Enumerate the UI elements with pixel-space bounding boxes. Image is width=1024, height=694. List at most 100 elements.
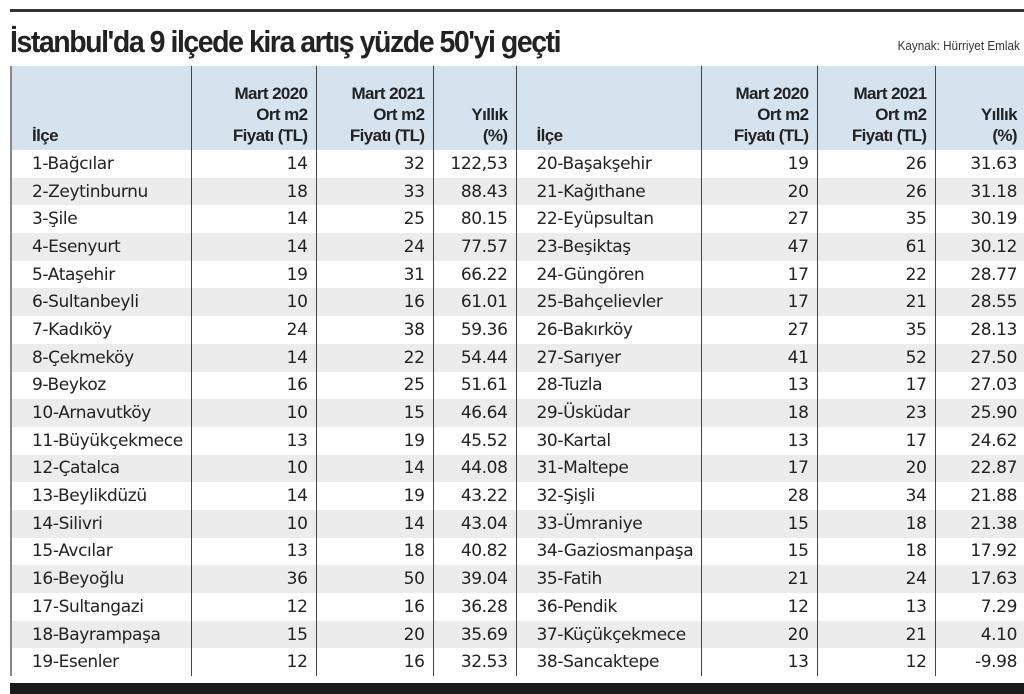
mart2021-price-right: 13 [816,593,935,621]
mart2020-price-right: 15 [700,509,817,538]
mart2020-price-right: 13 [700,426,817,455]
mart2021-price-right: 52 [816,343,935,372]
mart2021-price-left: 25 [315,371,433,400]
yearly-change-right: 30.19 [934,205,1024,234]
district-name-right: 38-Sancaktepe [515,648,701,677]
mart2021-price-right: 24 [816,565,935,593]
mart2020-price-right: 18 [700,399,817,427]
yearly-change-right: 31.18 [934,177,1024,206]
yearly-change-left: 66.22 [432,260,516,289]
mart2021-price-left: 24 [315,233,433,261]
mart2021-price-left: 20 [315,620,433,649]
mart2021-price-right: 21 [816,288,935,317]
district-name-right: 33-Ümraniye [515,509,701,538]
mart2020-price-right: 47 [700,233,817,261]
district-name-left: 4-Esenyurt [10,233,191,261]
mart2020-price-left: 10 [190,288,316,317]
mart2020-price-left: 24 [190,316,316,344]
yearly-change-right: 4.10 [934,620,1024,649]
district-name-right: 31-Maltepe [515,454,701,483]
mart2021-price-right: 17 [816,371,935,400]
mart2021-price-left: 19 [315,482,433,510]
mart2020-price-left: 12 [190,648,316,677]
table-body: 1-Bağcılar 14 32 122,53 20-Başakşehir 19 26 31.… [10,150,1024,677]
yearly-change-right: 27.03 [934,371,1024,400]
yearly-change-right: 28.77 [934,260,1024,289]
table-row: 15-Avcılar 13 18 40.82 34-Gaziosmanpaşa 15 18 1… [10,537,1024,566]
district-name-left: 19-Esenler [10,648,191,677]
mart2020-price-right: 17 [700,288,817,317]
mart2021-price-right: 61 [816,233,935,261]
mart2020-price-right: 19 [700,150,817,178]
mart2021-price-left: 31 [315,260,433,289]
district-name-right: 36-Pendik [515,593,701,621]
table-row: 17-Sultangazi 12 16 36.28 36-Pendik 12 13 7.29 [10,593,1024,621]
district-name-left: 2-Zeytinburnu [10,177,191,206]
mart2020-price-left: 12 [190,593,316,621]
yearly-change-left: 44.08 [432,454,516,483]
mart2021-price-left: 18 [315,537,433,566]
mart2020-price-right: 41 [700,343,817,372]
header-mart2021-right: Mart 2021 Ort m2 Fiyatı (TL) [816,66,935,150]
mart2021-price-right: 23 [816,399,935,427]
mart2021-price-left: 16 [315,648,433,677]
yearly-change-left: 54.44 [432,343,516,372]
mart2021-price-right: 18 [816,537,935,566]
district-name-right: 24-Güngören [515,260,701,289]
district-name-right: 20-Başakşehir [515,150,701,178]
mart2020-price-right: 20 [700,177,817,206]
table-row: 10-Arnavutköy 10 15 46.64 29-Üsküdar 18 23 25.9… [10,399,1024,427]
table-row: 4-Esenyurt 14 24 77.57 23-Beşiktaş 47 61 30.12 [10,233,1024,261]
yearly-change-right: 21.38 [934,509,1024,538]
mart2020-price-left: 18 [190,177,316,206]
yearly-change-left: 122,53 [432,150,516,178]
yearly-change-right: 22.87 [934,454,1024,483]
mart2020-price-left: 14 [190,482,316,510]
yearly-change-right: 25.90 [934,399,1024,427]
yearly-change-left: 59.36 [432,316,516,344]
yearly-change-left: 88.43 [432,177,516,206]
mart2021-price-left: 50 [315,565,433,593]
table-row: 11-Büyükçekmece 13 19 45.52 30-Kartal 13 17 24.… [10,426,1024,455]
table-row: 19-Esenler 12 16 32.53 38-Sancaktepe 13 12 -9.9… [10,648,1024,677]
mart2020-price-left: 14 [190,205,316,234]
mart2020-price-right: 13 [700,371,817,400]
header-yillik-right: Yıllık (%) [934,66,1024,150]
mart2021-price-left: 15 [315,399,433,427]
yearly-change-left: 36.28 [432,593,516,621]
district-name-right: 22-Eyüpsultan [515,205,701,234]
mart2020-price-left: 10 [190,454,316,483]
table-row: 14-Silivri 10 14 43.04 33-Ümraniye 15 18 21.38 [10,509,1024,538]
yearly-change-left: 46.64 [432,399,516,427]
source-credit: Kaynak: Hürriyet Emlak [897,38,1020,53]
yearly-change-right: -9.98 [934,648,1024,677]
mart2021-price-left: 14 [315,509,433,538]
district-name-right: 25-Bahçelievler [515,288,701,317]
header-mart2020-left: Mart 2020 Ort m2 Fiyatı (TL) [190,66,316,150]
mart2021-price-right: 22 [816,260,935,289]
yearly-change-left: 45.52 [432,426,516,455]
mart2021-price-left: 19 [315,426,433,455]
yearly-change-left: 32.53 [432,648,516,677]
mart2021-price-right: 26 [816,150,935,178]
mart2020-price-left: 15 [190,620,316,649]
district-name-left: 13-Beylikdüzü [10,482,191,510]
mart2020-price-right: 12 [700,593,817,621]
mart2020-price-left: 13 [190,537,316,566]
yearly-change-left: 43.04 [432,509,516,538]
yearly-change-right: 17.63 [934,565,1024,593]
yearly-change-right: 17.92 [934,537,1024,566]
mart2020-price-right: 17 [700,454,817,483]
mart2021-price-right: 21 [816,620,935,649]
table-row: 5-Ataşehir 19 31 66.22 24-Güngören 17 22 28.77 [10,260,1024,289]
mart2021-price-left: 32 [315,150,433,178]
mart2021-price-left: 16 [315,288,433,317]
mart2020-price-left: 19 [190,260,316,289]
yearly-change-left: 43.22 [432,482,516,510]
mart2020-price-right: 27 [700,205,817,234]
yearly-change-left: 61.01 [432,288,516,317]
district-name-right: 23-Beşiktaş [515,233,701,261]
yearly-change-right: 31.63 [934,150,1024,178]
district-name-right: 30-Kartal [515,426,701,455]
district-name-left: 5-Ataşehir [10,260,191,289]
